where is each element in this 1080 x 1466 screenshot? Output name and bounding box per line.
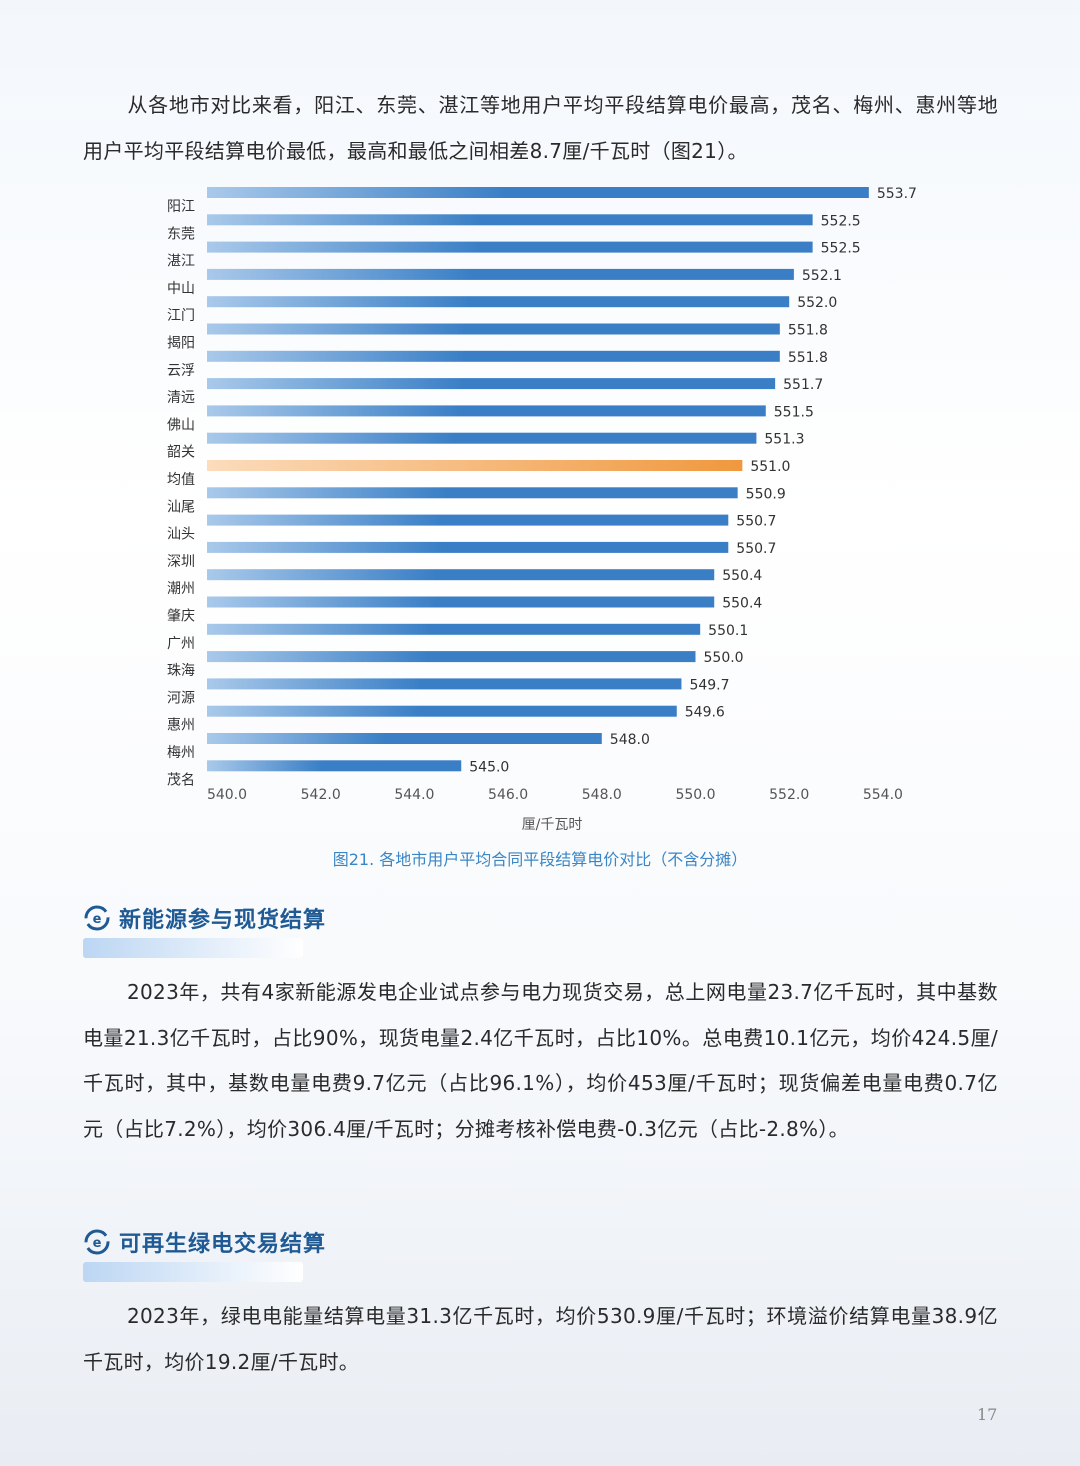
x-tick-label: 552.0 xyxy=(769,787,809,803)
svg-text:e: e xyxy=(93,1236,102,1251)
category-label: 汕尾 xyxy=(167,499,195,515)
figure-caption: 图21. 各地市用户平均合同平段结算电价对比（不含分摊） xyxy=(332,850,748,869)
bar xyxy=(207,678,682,690)
category-label: 惠州 xyxy=(167,718,195,734)
value-label: 548.0 xyxy=(610,732,650,748)
category-label: 茂名 xyxy=(167,771,195,788)
category-label: 深圳 xyxy=(167,554,195,570)
bar xyxy=(207,378,776,390)
x-tick-label: 546.0 xyxy=(488,787,528,803)
bar xyxy=(207,596,715,608)
value-label: 552.5 xyxy=(821,241,861,257)
settlement-cycle-icon: e xyxy=(84,1229,110,1255)
bar-chart: 553.7 阳江 552.5 东莞 552.5 湛江 552.1 中山 552.0 江门 551.8… xyxy=(167,186,917,833)
section1-paragraph: 2023年，共有4家新能源发电企业试点参与电力现货交易，总上网电量23.7亿千瓦… xyxy=(83,980,998,1141)
x-tick-label: 550.0 xyxy=(675,787,715,803)
x-tick-label: 554.0 xyxy=(863,787,903,803)
category-label: 均值 xyxy=(167,472,195,488)
value-label: 549.7 xyxy=(689,677,729,693)
value-label: 552.1 xyxy=(802,268,842,284)
category-label: 清远 xyxy=(167,390,195,406)
category-label: 湛江 xyxy=(167,254,195,270)
bar xyxy=(207,432,757,444)
bar xyxy=(207,487,738,499)
bar xyxy=(207,214,813,226)
category-label: 中山 xyxy=(167,281,195,297)
bar xyxy=(207,651,696,663)
value-label: 552.5 xyxy=(821,213,861,229)
x-axis-label: 厘/千瓦时 xyxy=(522,817,583,833)
bar xyxy=(207,323,780,335)
x-tick-label: 542.0 xyxy=(301,787,341,803)
heading-underline xyxy=(83,938,303,958)
value-label: 550.0 xyxy=(704,650,744,666)
value-label: 551.3 xyxy=(764,432,804,448)
bar xyxy=(207,514,729,526)
category-label: 揭阳 xyxy=(167,336,195,352)
section-title: 可再生绿电交易结算 xyxy=(119,1232,327,1257)
category-label: 云浮 xyxy=(167,363,195,379)
category-label: 河源 xyxy=(167,690,195,706)
value-label: 550.4 xyxy=(722,568,762,584)
value-label: 545.0 xyxy=(469,759,509,775)
category-label: 肇庆 xyxy=(167,609,195,625)
value-label: 550.7 xyxy=(736,514,776,530)
bar-average xyxy=(207,460,743,471)
value-label: 552.0 xyxy=(797,295,837,311)
category-label: 珠海 xyxy=(167,663,195,679)
value-label: 550.4 xyxy=(722,596,762,612)
x-tick-label: 540.0 xyxy=(207,787,247,803)
category-label: 汕头 xyxy=(167,527,195,543)
bar xyxy=(207,760,462,772)
bar xyxy=(207,296,790,308)
page-number: 17 xyxy=(977,1405,998,1424)
category-label: 佛山 xyxy=(167,417,195,433)
value-label: 550.9 xyxy=(746,486,786,502)
category-label: 阳江 xyxy=(167,199,195,215)
section-title: 新能源参与现货结算 xyxy=(119,908,327,933)
bar xyxy=(207,405,766,417)
x-tick-label: 544.0 xyxy=(394,787,434,803)
category-label: 潮州 xyxy=(167,581,195,597)
value-label: 549.6 xyxy=(685,705,725,721)
bar xyxy=(207,623,701,635)
x-tick-label: 548.0 xyxy=(582,787,622,803)
value-label: 551.7 xyxy=(783,377,823,393)
bar xyxy=(207,241,813,253)
value-label: 551.8 xyxy=(788,350,828,366)
category-label: 韶关 xyxy=(167,445,195,461)
value-label: 551.0 xyxy=(750,459,790,475)
bar xyxy=(207,705,677,717)
value-label: 553.7 xyxy=(877,186,917,202)
bar xyxy=(207,187,869,198)
category-label: 东莞 xyxy=(167,226,195,242)
value-label: 551.8 xyxy=(788,323,828,339)
category-label: 江门 xyxy=(167,308,195,324)
category-label: 广州 xyxy=(167,636,195,652)
settlement-cycle-icon: e xyxy=(84,905,110,931)
intro-paragraph: 从各地市对比来看，阳江、东莞、湛江等地用户平均平段结算电价最高，茂名、梅州、惠州… xyxy=(83,93,998,163)
category-label: 梅州 xyxy=(167,745,195,761)
value-label: 551.5 xyxy=(774,404,814,420)
section2-paragraph: 2023年，绿电电能量结算电量31.3亿千瓦时，均价530.9厘/千瓦时；环境溢… xyxy=(83,1304,998,1374)
bar xyxy=(207,541,729,553)
bar xyxy=(207,350,780,362)
bar xyxy=(207,569,715,581)
bar xyxy=(207,268,794,280)
value-label: 550.7 xyxy=(736,541,776,557)
bar xyxy=(207,733,602,744)
svg-text:e: e xyxy=(93,912,102,927)
heading-underline xyxy=(83,1262,303,1282)
value-label: 550.1 xyxy=(708,623,748,639)
